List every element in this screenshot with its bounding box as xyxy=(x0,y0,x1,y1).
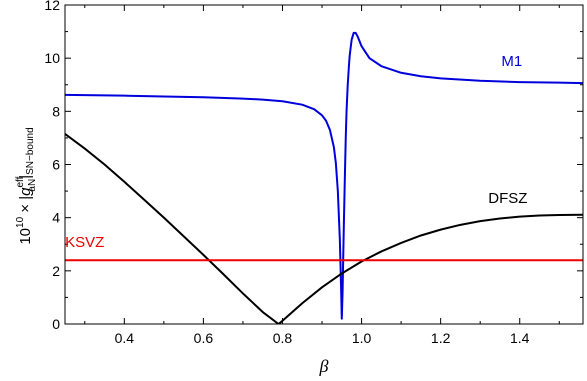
y-axis-times-symbol: × xyxy=(17,204,34,213)
series-line-dfsz xyxy=(65,133,583,324)
x-axis-title: β xyxy=(319,356,329,376)
y-axis-symbol: g xyxy=(17,187,34,196)
y-axis-symbol-sup: eff xyxy=(15,176,26,187)
x-tick-label: 0.6 xyxy=(194,330,214,346)
y-tick-label: 6 xyxy=(52,157,60,173)
x-tick-label: 0.8 xyxy=(273,330,293,346)
x-tick-label: 0.4 xyxy=(115,330,135,346)
y-axis-bar-right: | xyxy=(17,175,34,179)
x-tick-label: 1.0 xyxy=(352,330,372,346)
series-label-dfsz: DFSZ xyxy=(488,190,527,207)
y-axis-bound: SN−bound xyxy=(25,127,36,175)
series-line-m1 xyxy=(65,31,583,320)
series-layer xyxy=(65,31,583,324)
ticks-layer: 0.4 0.6 0.8 1.0 1.2 1.4 0 2 4 6 8 10 12 xyxy=(44,0,583,346)
x-tick-label: 1.2 xyxy=(431,330,451,346)
y-tick-label: 10 xyxy=(44,50,60,66)
series-label-ksvz: KSVZ xyxy=(65,234,104,251)
x-tick-label: 1.4 xyxy=(510,330,530,346)
y-axis-title: 1010 × |geffaN|SN−bound xyxy=(15,127,38,244)
y-tick-label: 4 xyxy=(52,210,60,226)
y-axis-bar-left: | xyxy=(17,196,34,204)
series-label-m1: M1 xyxy=(501,53,522,70)
y-axis-prefix-exp: 10 xyxy=(15,216,26,228)
y-tick-label: 2 xyxy=(52,263,60,279)
y-axis-prefix: 10 xyxy=(17,228,34,245)
series-labels: M1 DFSZ KSVZ xyxy=(65,53,527,251)
y-tick-label: 8 xyxy=(52,103,60,119)
y-tick-label: 12 xyxy=(44,0,60,13)
y-tick-label: 0 xyxy=(52,316,60,332)
y-axis-symbol-sub: aN xyxy=(27,179,38,192)
